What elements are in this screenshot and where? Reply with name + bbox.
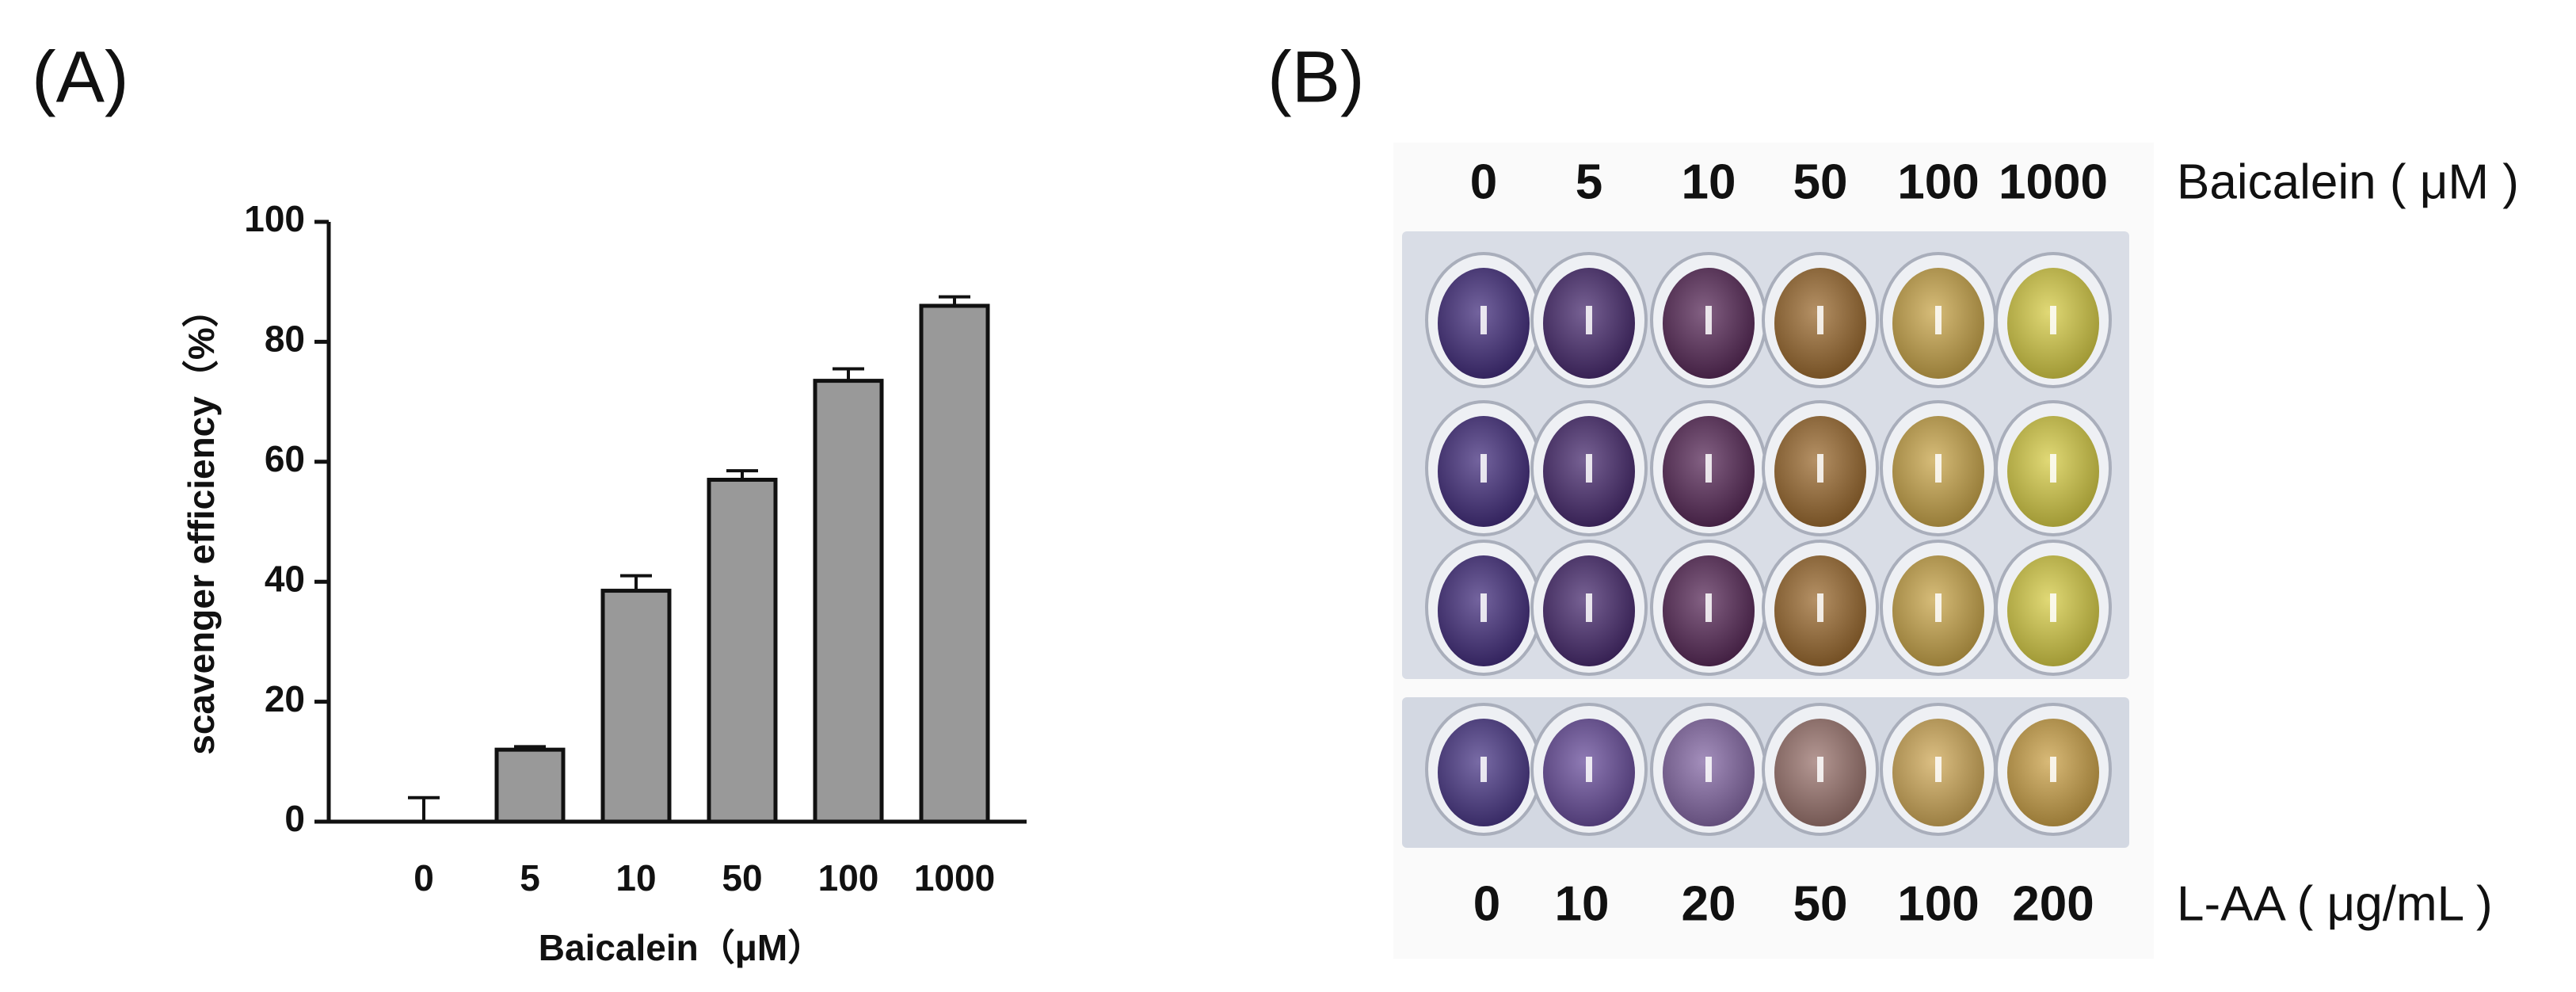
well-glare — [1935, 593, 1942, 622]
well-glare — [2050, 454, 2056, 483]
error-bar — [726, 469, 758, 480]
well-glare — [1480, 306, 1487, 334]
well-glare — [1705, 757, 1712, 782]
well-glare — [1705, 454, 1712, 483]
well-glare — [2050, 306, 2056, 334]
well-glare — [1705, 306, 1712, 334]
bar — [919, 303, 990, 824]
x-tick-label: 50 — [722, 857, 762, 899]
well-glare — [1586, 454, 1592, 483]
error-bar — [514, 745, 546, 750]
well-plate-photo — [1393, 143, 2154, 959]
error-bar — [620, 574, 652, 591]
bottom-label: 200 — [2012, 876, 2094, 931]
top-label: 5 — [1576, 155, 1602, 209]
well-glare — [1586, 593, 1592, 622]
y-axis-title: scavenger efficiency（%） — [181, 291, 222, 755]
y-tick-label: 100 — [244, 198, 305, 239]
bottom-label: 50 — [1793, 876, 1848, 931]
error-bar — [833, 367, 864, 381]
y-tick-label: 20 — [265, 678, 305, 719]
bar — [494, 747, 566, 824]
panel-label: (B) — [1267, 36, 1365, 117]
panel-label: (A) — [32, 36, 129, 117]
top-label: 10 — [1682, 155, 1736, 209]
bottom-label: 10 — [1555, 876, 1610, 931]
x-tick-label: 100 — [818, 857, 879, 899]
y-tick-label: 80 — [265, 319, 305, 360]
well-glare — [1817, 306, 1823, 334]
x-tick-label: 1000 — [914, 857, 995, 899]
x-tick-label: 5 — [520, 857, 540, 899]
well-glare — [1705, 593, 1712, 622]
top-label: 50 — [1793, 155, 1848, 209]
well-glare — [1586, 306, 1592, 334]
well-glare — [1817, 454, 1823, 483]
bar — [600, 589, 672, 824]
well-glare — [1817, 593, 1823, 622]
well-glare — [1935, 757, 1942, 782]
error-bar — [939, 295, 970, 306]
bottom-label: 100 — [1897, 876, 1979, 931]
x-tick-label: 10 — [615, 857, 656, 899]
well-glare — [1817, 757, 1823, 782]
well-glare — [1935, 306, 1942, 334]
bottom-label: 0 — [1473, 876, 1500, 931]
top-label: 0 — [1470, 155, 1497, 209]
bottom-title: L-AA ( μg/mL ) — [2177, 876, 2493, 931]
well-glare — [1480, 757, 1487, 782]
bar — [707, 478, 778, 824]
bottom-label: 20 — [1682, 876, 1736, 931]
well-glare — [1935, 454, 1942, 483]
y-tick-label: 40 — [265, 558, 305, 599]
x-axis-title: Baicalein（μM） — [539, 927, 824, 968]
well-glare — [2050, 593, 2056, 622]
top-label: 1000 — [1999, 155, 2108, 209]
well-glare — [1480, 593, 1487, 622]
well-glare — [2050, 757, 2056, 782]
top-label: 100 — [1897, 155, 1979, 209]
y-tick-label: 60 — [265, 438, 305, 479]
top-title: Baicalein ( μM ) — [2177, 155, 2519, 209]
x-tick-label: 0 — [413, 857, 434, 899]
error-bar — [408, 796, 440, 822]
well-glare — [1480, 454, 1487, 483]
y-tick-label: 0 — [284, 798, 305, 839]
bar — [813, 379, 884, 824]
well-glare — [1586, 757, 1592, 782]
